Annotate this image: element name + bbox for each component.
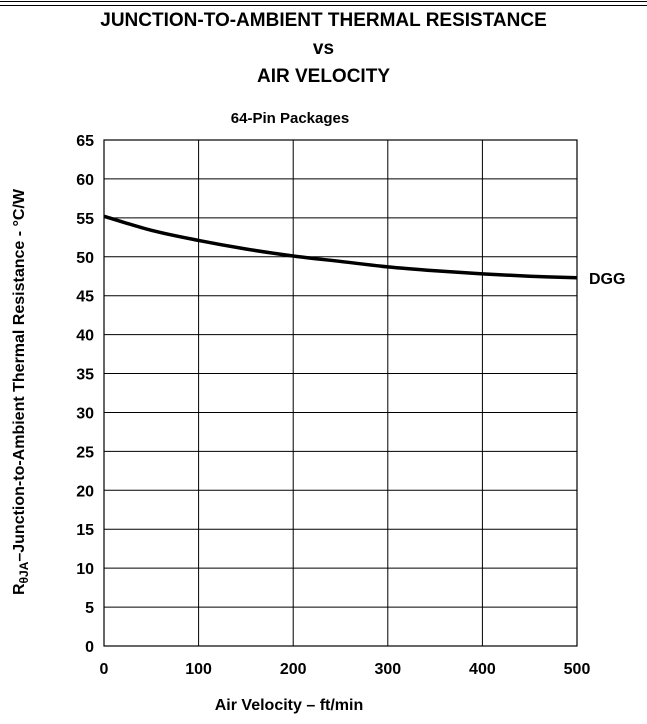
x-tick-label-0: 0 — [100, 661, 109, 678]
x-axis-label: Air Velocity – ft/min — [214, 697, 364, 714]
series-line-dgg — [103, 214, 578, 280]
y-tick-label-40: 40 — [76, 328, 94, 345]
y-tick-label-5: 5 — [85, 600, 94, 617]
x-tick-label-400: 400 — [469, 661, 496, 678]
x-tick-label-100: 100 — [185, 661, 212, 678]
chart-title-line-2: vs — [312, 38, 335, 59]
y-tick-label-55: 55 — [76, 211, 94, 228]
x-tick-label-500: 500 — [564, 661, 591, 678]
top-rule — [0, 1, 647, 2]
top-rule-inner — [0, 5, 647, 6]
y-tick-label-45: 45 — [76, 289, 94, 306]
y-tick-label-20: 20 — [76, 483, 94, 500]
chart-title-line-3: AIR VELOCITY — [256, 66, 390, 87]
y-tick-label-60: 60 — [76, 172, 94, 189]
chart-title-line-1: JUNCTION-TO-AMBIENT THERMAL RESISTANCE — [100, 10, 547, 31]
chart-subtitle: 64-Pin Packages — [230, 110, 350, 127]
y-tick-label-50: 50 — [76, 250, 94, 267]
y-tick-label-10: 10 — [76, 561, 94, 578]
y-tick-label-0: 0 — [85, 639, 94, 656]
series-label-dgg: DGG — [589, 271, 625, 288]
plot-frame — [103, 139, 578, 647]
y-tick-label-35: 35 — [76, 367, 94, 384]
x-tick-label-200: 200 — [280, 661, 307, 678]
x-tick-label-300: 300 — [374, 661, 401, 678]
y-tick-label-15: 15 — [76, 522, 94, 539]
y-tick-label-65: 65 — [76, 133, 94, 150]
y-tick-label-30: 30 — [76, 405, 94, 422]
y-tick-label-25: 25 — [76, 444, 94, 461]
